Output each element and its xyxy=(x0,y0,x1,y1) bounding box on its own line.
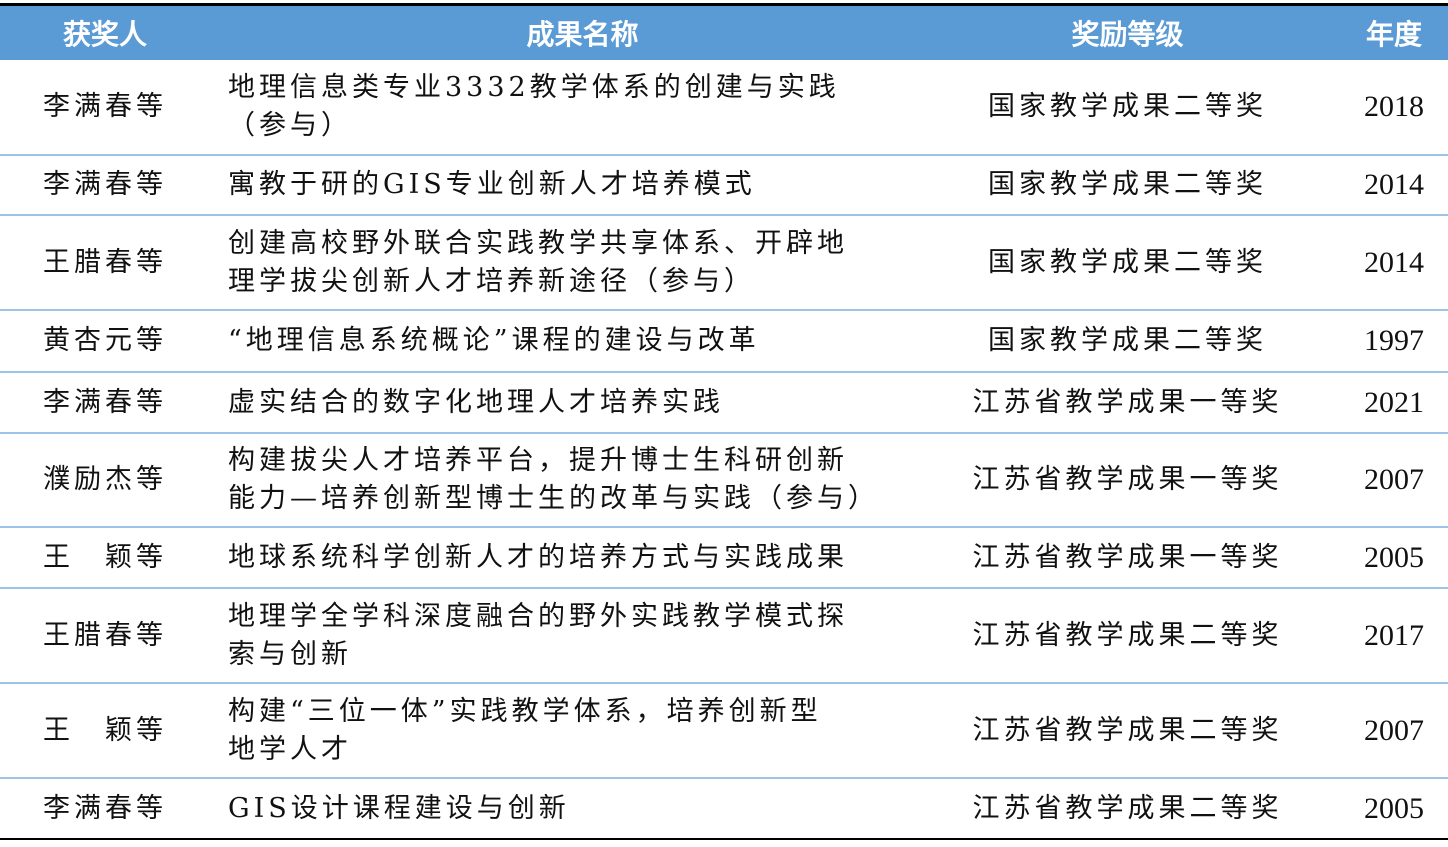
winner-cell: 王腊春等 xyxy=(0,214,210,310)
table-row: 黄杏元等 “地理信息系统概论”课程的建设与改革 国家教学成果二等奖 1997 xyxy=(0,309,1448,372)
award-cell: 国家教学成果二等奖 xyxy=(955,214,1300,310)
title-cell: 创建高校野外联合实践教学共享体系、开辟地 理学拔尖创新人才培养新途径（参与） xyxy=(210,214,955,310)
year-cell: 1997 xyxy=(1300,309,1448,372)
table-row: 王腊春等 地理学全学科深度融合的野外实践教学模式探 索与创新 江苏省教学成果二等奖 2… xyxy=(0,587,1448,683)
table-row: 李满春等 虚实结合的数字化地理人才培养实践 江苏省教学成果一等奖 2021 xyxy=(0,371,1448,433)
year-cell: 2021 xyxy=(1300,371,1448,433)
year-cell: 2014 xyxy=(1300,154,1448,215)
winner-cell: 濮励杰等 xyxy=(0,432,210,527)
title-cell: GIS设计课程建设与创新 xyxy=(210,777,955,839)
award-cell: 江苏省教学成果一等奖 xyxy=(955,371,1300,433)
year-cell: 2007 xyxy=(1300,682,1448,778)
award-cell: 江苏省教学成果二等奖 xyxy=(955,587,1300,683)
table-row: 濮励杰等 构建拔尖人才培养平台，提升博士生科研创新 能力—培养创新型博士生的改革与… xyxy=(0,432,1448,527)
header-row: 获奖人 成果名称 奖励等级 年度 xyxy=(0,4,1448,60)
year-cell: 2005 xyxy=(1300,526,1448,588)
header-title: 成果名称 xyxy=(210,4,955,60)
awards-table: 获奖人 成果名称 奖励等级 年度 李满春等 地理信息类专业3332教学体系的创建与… xyxy=(0,3,1448,840)
winner-cell: 黄杏元等 xyxy=(0,309,210,372)
title-cell: 寓教于研的GIS专业创新人才培养模式 xyxy=(210,154,955,215)
table-row: 李满春等 GIS设计课程建设与创新 江苏省教学成果二等奖 2005 xyxy=(0,777,1448,839)
winner-cell: 李满春等 xyxy=(0,154,210,215)
title-cell: 构建“三位一体”实践教学体系，培养创新型 地学人才 xyxy=(210,682,955,778)
title-cell: 地理信息类专业3332教学体系的创建与实践 （参与） xyxy=(228,72,840,141)
year-cell: 2007 xyxy=(1300,432,1448,527)
title-cell: “地理信息系统概论”课程的建设与改革 xyxy=(210,309,955,372)
award-cell: 国家教学成果二等奖 xyxy=(955,309,1300,372)
winner-cell: 李满春等 xyxy=(43,91,167,122)
header-winner: 获奖人 xyxy=(0,4,210,60)
award-cell: 国家教学成果二等奖 xyxy=(988,91,1267,122)
table-row: 王 颖等 构建“三位一体”实践教学体系，培养创新型 地学人才 江苏省教学成果二等奖 2… xyxy=(0,682,1448,778)
winner-cell: 李满春等 xyxy=(0,371,210,433)
winner-cell: 李满春等 xyxy=(0,777,210,839)
table-row: 李满春等 寓教于研的GIS专业创新人才培养模式 国家教学成果二等奖 2014 xyxy=(0,154,1448,215)
title-cell: 构建拔尖人才培养平台，提升博士生科研创新 能力—培养创新型博士生的改革与实践（参… xyxy=(210,432,955,527)
title-cell: 地球系统科学创新人才的培养方式与实践成果 xyxy=(210,526,955,588)
year-cell: 2018 xyxy=(1364,90,1424,123)
award-cell: 江苏省教学成果二等奖 xyxy=(955,682,1300,778)
table-row: 李满春等 地理信息类专业3332教学体系的创建与实践 （参与） 国家教学成果二等奖 2… xyxy=(0,60,1448,155)
table-row: 王 颖等 地球系统科学创新人才的培养方式与实践成果 江苏省教学成果一等奖 2005 xyxy=(0,526,1448,588)
title-cell: 地理学全学科深度融合的野外实践教学模式探 索与创新 xyxy=(210,587,955,683)
winner-cell: 王 颖等 xyxy=(0,682,210,778)
winner-cell: 王腊春等 xyxy=(0,587,210,683)
table-row: 王腊春等 创建高校野外联合实践教学共享体系、开辟地 理学拔尖创新人才培养新途径（参… xyxy=(0,214,1448,310)
header-year: 年度 xyxy=(1300,4,1448,60)
year-cell: 2005 xyxy=(1300,777,1448,839)
award-cell: 国家教学成果二等奖 xyxy=(955,154,1300,215)
award-cell: 江苏省教学成果一等奖 xyxy=(955,432,1300,527)
year-cell: 2017 xyxy=(1300,587,1448,683)
winner-cell: 王 颖等 xyxy=(0,526,210,588)
header-award: 奖励等级 xyxy=(955,4,1300,60)
title-cell: 虚实结合的数字化地理人才培养实践 xyxy=(210,371,955,433)
award-cell: 江苏省教学成果二等奖 xyxy=(955,777,1300,839)
year-cell: 2014 xyxy=(1300,214,1448,310)
award-cell: 江苏省教学成果一等奖 xyxy=(955,526,1300,588)
